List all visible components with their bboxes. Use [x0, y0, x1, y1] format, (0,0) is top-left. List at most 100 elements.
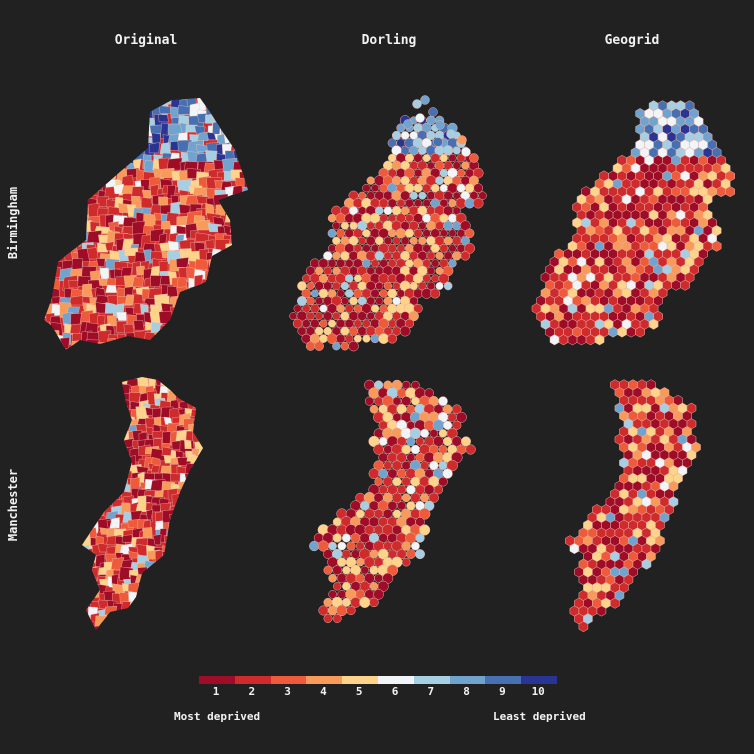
- dorling-circle: [419, 524, 431, 536]
- area-shape: [105, 389, 115, 401]
- dorling-circle: [362, 229, 371, 238]
- dorling-circle: [346, 541, 356, 551]
- area-shape: [82, 456, 96, 466]
- dorling-circle: [439, 198, 449, 208]
- area-shape: [81, 98, 91, 107]
- area-shape: [202, 312, 219, 325]
- area-shape: [195, 324, 211, 338]
- area-shape: [63, 212, 76, 226]
- area-shape: [234, 322, 245, 337]
- area-shape: [106, 377, 117, 385]
- area-shape: [225, 304, 236, 318]
- area-shape: [217, 107, 231, 121]
- dorling-circle: [379, 289, 388, 298]
- dorling-circle: [353, 274, 362, 283]
- geogrid-hexagon: [569, 543, 580, 555]
- dorling-circle: [377, 580, 389, 592]
- dorling-circle: [447, 412, 457, 422]
- dorling-circle: [443, 220, 454, 231]
- area-shape: [45, 168, 57, 184]
- area-shape: [195, 425, 203, 437]
- area-shape: [226, 279, 240, 293]
- area-shape: [240, 229, 248, 239]
- dorling-circle: [405, 549, 416, 559]
- area-shape: [90, 114, 99, 128]
- area-shape: [241, 198, 248, 213]
- dorling-circle: [375, 297, 384, 305]
- area-shape: [177, 481, 190, 489]
- area-shape: [122, 113, 138, 128]
- legend-tick-8: 8: [463, 685, 470, 698]
- area-shape: [170, 535, 185, 545]
- area-shape: [176, 286, 189, 300]
- area-shape: [162, 577, 174, 592]
- area-shape: [70, 224, 85, 237]
- area-shape: [116, 312, 127, 321]
- area-shape: [106, 154, 118, 168]
- area-shape: [104, 605, 118, 616]
- dorling-circle: [375, 206, 384, 215]
- dorling-circle: [353, 319, 362, 328]
- area-shape: [240, 203, 248, 218]
- area-shape: [70, 340, 80, 350]
- area-shape: [55, 150, 67, 160]
- dorling-circle: [418, 508, 431, 520]
- area-shape: [216, 339, 227, 350]
- area-shape: [180, 329, 195, 343]
- dorling-circle: [387, 500, 398, 511]
- area-shape: [89, 391, 104, 405]
- dorling-circle: [421, 288, 432, 299]
- area-shape: [87, 589, 101, 598]
- dorling-circle: [396, 123, 406, 133]
- dorling-circle: [332, 281, 341, 291]
- dorling-circle: [370, 304, 380, 313]
- dorling-circle: [310, 318, 320, 329]
- dorling-circle: [364, 396, 374, 406]
- dorling-circle: [405, 153, 414, 163]
- dorling-circle: [464, 228, 475, 239]
- dorling-circle: [383, 206, 393, 216]
- area-shape: [191, 464, 203, 476]
- dorling-circle: [374, 380, 384, 390]
- area-shape: [179, 560, 191, 576]
- dorling-circle: [387, 198, 397, 208]
- dorling-circle: [297, 281, 307, 291]
- area-shape: [201, 535, 203, 549]
- area-shape: [223, 269, 236, 286]
- legend-low-label: Most deprived: [174, 710, 261, 723]
- dorling-circle: [406, 453, 416, 462]
- dorling-circle: [305, 266, 316, 276]
- area-shape: [185, 534, 198, 544]
- area-shape: [179, 535, 187, 546]
- area-shape: [225, 197, 236, 207]
- dorling-circle: [340, 281, 350, 291]
- dorling-circle: [456, 229, 466, 238]
- area-shape: [170, 591, 180, 602]
- area-shape: [49, 340, 63, 349]
- dorling-circle: [357, 326, 367, 336]
- area-shape: [83, 553, 95, 567]
- area-shape: [86, 576, 98, 584]
- area-shape: [106, 125, 123, 141]
- area-shape: [82, 410, 95, 420]
- area-shape: [203, 319, 215, 333]
- dorling-circle: [323, 266, 332, 276]
- dorling-circle: [418, 221, 427, 230]
- area-shape: [87, 150, 99, 162]
- area-shape: [112, 416, 123, 428]
- area-shape: [178, 528, 191, 538]
- dorling-circle: [452, 236, 462, 246]
- dorling-circle: [373, 589, 384, 600]
- dorling-circle: [318, 258, 329, 269]
- area-shape: [232, 296, 247, 312]
- dorling-circle: [378, 198, 389, 208]
- area-shape: [204, 570, 217, 583]
- dorling-circle: [443, 251, 453, 261]
- dorling-circle: [431, 274, 440, 283]
- area-shape: [60, 143, 73, 156]
- legend-swatch-5: [342, 676, 378, 684]
- area-shape: [152, 583, 166, 593]
- dorling-circle: [428, 444, 439, 455]
- area-shape: [175, 583, 186, 595]
